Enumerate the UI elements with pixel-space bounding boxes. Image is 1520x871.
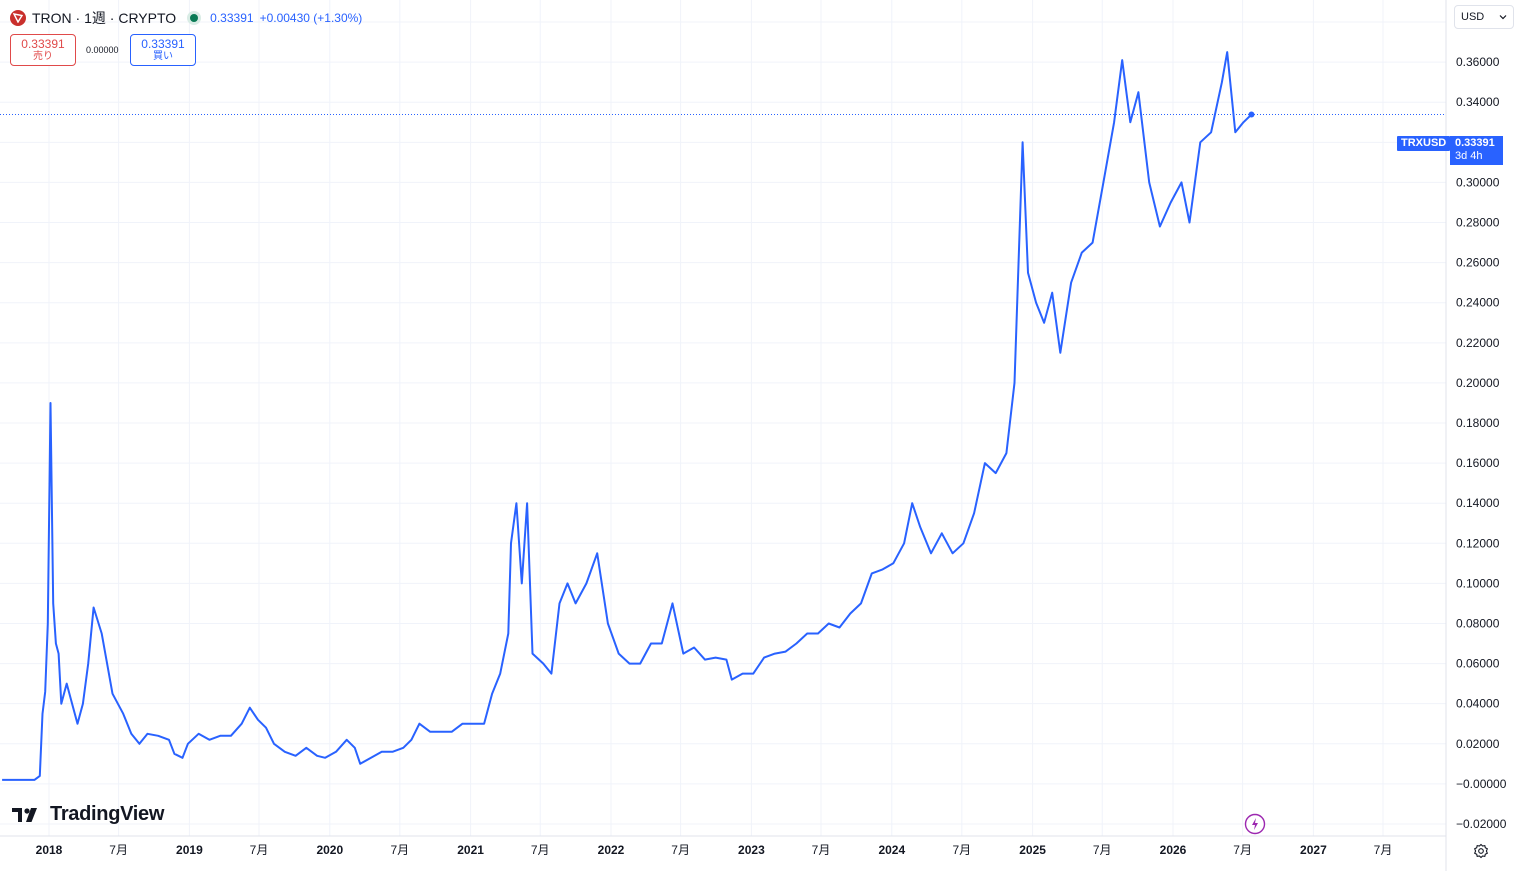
- y-tick-label: 0.28000: [1456, 216, 1500, 230]
- x-tick-label: 2020: [316, 843, 343, 857]
- symbol-title[interactable]: TRON · 1週 · CRYPTO: [32, 10, 177, 26]
- price-line: [2, 51, 1253, 781]
- buy-price: 0.33391: [141, 37, 185, 51]
- grid: [0, 0, 1446, 836]
- time-axis-labels: 2018 7月 2019 7月 2020 7月 2021 7月 2022 7月 2023 7月 2024…: [36, 843, 1393, 857]
- tron-logo-icon: [10, 10, 26, 26]
- market-open-dot-icon: [190, 14, 199, 22]
- last-price-symbol-label: TRXUSD: [1397, 136, 1451, 151]
- chevron-down-icon: [1499, 15, 1507, 20]
- currency-select[interactable]: USD: [1454, 5, 1514, 29]
- y-tick-label: 0.02000: [1456, 737, 1500, 751]
- y-tick-label: 0.08000: [1456, 616, 1500, 630]
- x-tick-label: 7月: [812, 843, 831, 857]
- header-price: 0.33391: [210, 11, 254, 25]
- y-tick-label: 0.14000: [1456, 496, 1500, 510]
- x-tick-label: 7月: [671, 843, 690, 857]
- x-tick-label: 7月: [1374, 843, 1393, 857]
- last-price-label: 0.33391 3d 4h: [1450, 136, 1503, 165]
- x-tick-label: 2019: [176, 843, 203, 857]
- y-tick-label: 0.22000: [1456, 336, 1500, 350]
- x-tick-label: 2025: [1019, 843, 1046, 857]
- y-tick-label: 0.12000: [1456, 536, 1500, 550]
- last-price-marker: [1248, 111, 1255, 118]
- y-tick-label: 0.26000: [1456, 256, 1500, 270]
- y-tick-label: 0.24000: [1456, 296, 1500, 310]
- sell-price: 0.33391: [21, 37, 65, 51]
- y-tick-label: 0.34000: [1456, 95, 1500, 109]
- tradingview-branding[interactable]: TradingView: [12, 803, 164, 826]
- x-tick-label: 2026: [1160, 843, 1187, 857]
- x-tick-label: 7月: [250, 843, 269, 857]
- y-tick-label: 0.20000: [1456, 376, 1500, 390]
- series-layer: [2, 51, 1255, 781]
- currency-value: USD: [1461, 11, 1485, 23]
- sell-label: 売り: [33, 51, 53, 62]
- x-tick-label: 2018: [36, 843, 63, 857]
- x-tick-label: 2024: [878, 843, 905, 857]
- tradingview-logo-icon: [12, 807, 37, 822]
- buy-button[interactable]: 0.33391 買い: [130, 34, 196, 66]
- last-price-value: 0.33391: [1455, 137, 1495, 149]
- y-tick-label: 0.36000: [1456, 55, 1500, 69]
- bar-countdown: 3d 4h: [1455, 150, 1483, 162]
- x-tick-label: 7月: [390, 843, 409, 857]
- spread-value: 0.00000: [86, 45, 119, 55]
- y-tick-label: 0.30000: [1456, 175, 1500, 189]
- y-tick-label: 0.04000: [1456, 697, 1500, 711]
- symbol-header[interactable]: TRON · 1週 · CRYPTO 0.33391 +0.00430 (+1.…: [10, 9, 362, 27]
- buy-label: 買い: [153, 51, 173, 62]
- x-tick-label: 2023: [738, 843, 765, 857]
- x-tick-label: 7月: [109, 843, 128, 857]
- x-tick-label: 7月: [952, 843, 971, 857]
- x-tick-label: 7月: [1093, 843, 1112, 857]
- x-tick-label: 2021: [457, 843, 484, 857]
- y-tick-label: 0.10000: [1456, 576, 1500, 590]
- lightning-icon[interactable]: [1244, 813, 1266, 835]
- y-tick-label: 0.18000: [1456, 416, 1500, 430]
- y-tick-label: 0.16000: [1456, 456, 1500, 470]
- x-tick-label: 2022: [598, 843, 625, 857]
- brand-name: TradingView: [50, 803, 165, 825]
- header-change: +0.00430 (+1.30%): [259, 11, 363, 25]
- x-tick-label: 7月: [1233, 843, 1252, 857]
- y-tick-label: −0.00000: [1456, 777, 1507, 791]
- sell-button[interactable]: 0.33391 売り: [10, 34, 76, 66]
- y-tick-label: −0.02000: [1456, 817, 1507, 831]
- x-tick-label: 2027: [1300, 843, 1327, 857]
- y-tick-label: 0.06000: [1456, 657, 1500, 671]
- x-tick-label: 7月: [531, 843, 550, 857]
- settings-gear-icon[interactable]: [1473, 843, 1489, 859]
